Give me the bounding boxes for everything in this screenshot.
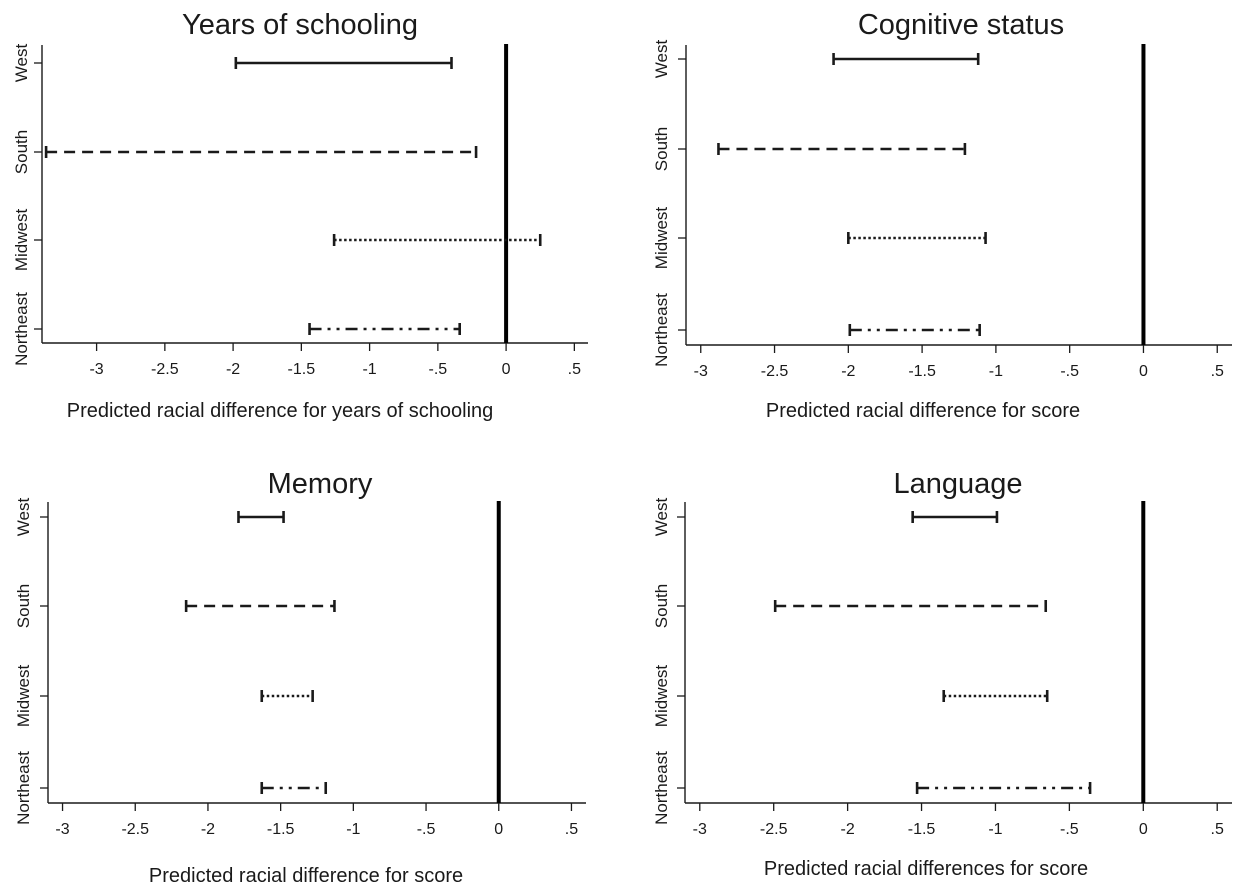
x-tick-label: 0	[494, 821, 503, 838]
y-category-label-south: South	[652, 127, 671, 171]
x-tick-label: -1.5	[908, 363, 936, 380]
x-tick-label: -2	[226, 361, 240, 378]
x-tick-label: -.5	[417, 821, 436, 838]
interval-midwest	[260, 690, 314, 702]
interval-south	[44, 146, 478, 158]
interval-northeast	[260, 782, 328, 794]
y-category-label-midwest: Midwest	[12, 209, 31, 272]
chart-title: Years of schooling	[182, 9, 418, 41]
y-category-label-midwest: Midwest	[652, 207, 671, 270]
x-tick-label: -2.5	[760, 821, 788, 838]
x-tick-label: -3	[55, 821, 69, 838]
interval-northeast	[308, 323, 461, 335]
x-tick-label: -3	[693, 821, 707, 838]
y-category-label-northeast: Northeast	[652, 293, 671, 367]
x-tick-label: -2.5	[151, 361, 179, 378]
y-category-label-south: South	[12, 130, 31, 174]
interval-northeast	[848, 324, 981, 336]
interval-midwest	[942, 690, 1049, 702]
chart-title: Memory	[268, 468, 373, 500]
interval-midwest	[332, 234, 542, 246]
panel-cognitive-status: Cognitive status -3 -2.5 -2 -1.5 -1 -.5 0 .5 Pred…	[652, 9, 1232, 422]
y-category-label-west: West	[14, 498, 33, 537]
y-category-label-northeast: Northeast	[12, 292, 31, 366]
y-category-label-west: West	[652, 40, 671, 79]
chart-title: Cognitive status	[858, 9, 1064, 41]
y-category-label-midwest: Midwest	[652, 665, 671, 728]
panel-memory: Memory -3 -2.5 -2 -1.5 -1 -.5 0 .5 Predicted raci…	[14, 468, 586, 887]
x-tick-label: 0	[1139, 821, 1148, 838]
interval-midwest	[847, 232, 987, 244]
interval-west	[911, 511, 999, 523]
y-category-label-south: South	[14, 584, 33, 628]
x-tick-label: -.5	[1060, 363, 1079, 380]
x-tick-label: -1	[362, 361, 376, 378]
x-tick-label: -3	[89, 361, 103, 378]
x-tick-label: -2.5	[761, 363, 789, 380]
x-tick-label: -1	[988, 821, 1002, 838]
panel-years-of-schooling: Years of schooling -3 -2.5 -2 -1.5 -1 -.5 0 .5 Pr…	[12, 9, 588, 422]
x-tick-label: -2	[841, 363, 855, 380]
y-category-label-northeast: Northeast	[14, 751, 33, 825]
x-tick-label: .5	[1211, 821, 1224, 838]
x-tick-label: -1.5	[908, 821, 936, 838]
x-tick-label: -.5	[1060, 821, 1079, 838]
interval-northeast	[915, 782, 1092, 794]
y-category-label-northeast: Northeast	[652, 751, 671, 825]
x-tick-label: -1.5	[288, 361, 316, 378]
x-tick-label: 0	[1139, 363, 1148, 380]
x-tick-label: -2	[841, 821, 855, 838]
interval-south	[184, 600, 336, 612]
x-tick-label: -1.5	[267, 821, 295, 838]
x-tick-label: .5	[1211, 363, 1224, 380]
x-axis-label: Predicted racial difference for score	[766, 400, 1080, 422]
x-tick-label: -1	[989, 363, 1003, 380]
x-tick-label: -1	[346, 821, 360, 838]
interval-south	[717, 143, 967, 155]
interval-west	[832, 53, 980, 65]
x-tick-label: -3	[694, 363, 708, 380]
chart-title: Language	[893, 468, 1022, 500]
interval-west	[234, 57, 453, 69]
interval-west	[237, 511, 285, 523]
y-category-label-midwest: Midwest	[14, 665, 33, 728]
x-tick-label: -2	[201, 821, 215, 838]
x-tick-label: -.5	[429, 361, 448, 378]
x-tick-label: 0	[502, 361, 511, 378]
panel-language: Language -3 -2.5 -2 -1.5 -1 -.5 0 .5 Predicted ra…	[652, 468, 1232, 880]
interval-south	[773, 600, 1048, 612]
x-axis-label: Predicted racial difference for years of…	[67, 400, 494, 422]
y-category-label-west: West	[12, 44, 31, 83]
x-tick-label: .5	[568, 361, 581, 378]
x-tick-label: -2.5	[121, 821, 149, 838]
y-category-label-west: West	[652, 498, 671, 537]
x-tick-label: .5	[565, 821, 578, 838]
x-axis-label: Predicted racial difference for score	[149, 865, 463, 887]
y-category-label-south: South	[652, 584, 671, 628]
x-axis-label: Predicted racial differences for score	[764, 858, 1088, 880]
